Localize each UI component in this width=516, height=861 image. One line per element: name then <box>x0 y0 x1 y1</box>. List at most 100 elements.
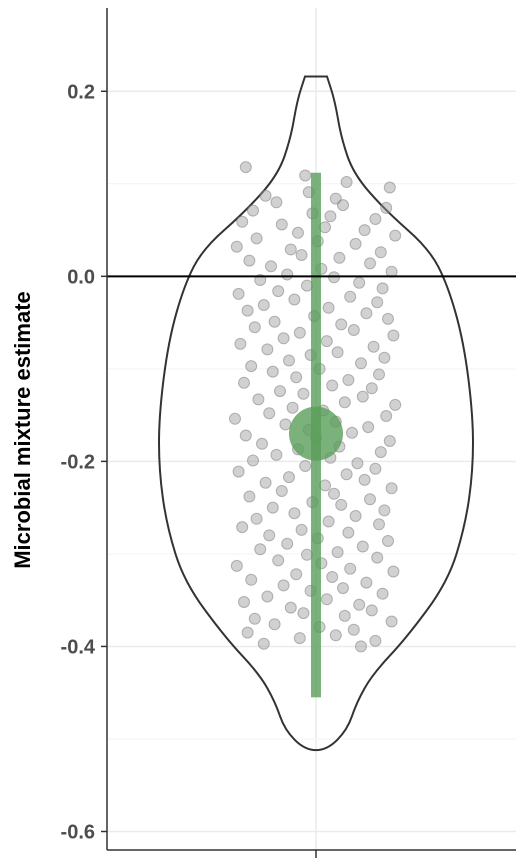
data-point <box>241 626 254 639</box>
data-point <box>301 279 313 292</box>
data-point <box>259 189 272 202</box>
data-point <box>360 576 373 589</box>
data-point <box>263 529 276 542</box>
data-point <box>288 507 301 520</box>
data-point <box>365 604 378 617</box>
data-point <box>232 465 245 478</box>
data-point <box>338 609 351 622</box>
data-point <box>265 260 277 273</box>
data-point <box>387 565 400 578</box>
data-point <box>243 490 256 503</box>
data-point <box>374 446 387 459</box>
y-tick-label: 0.2 <box>67 81 95 103</box>
data-point <box>383 435 396 447</box>
data-point <box>356 540 369 553</box>
data-point <box>236 215 249 228</box>
data-point <box>245 360 258 373</box>
data-point <box>326 379 339 392</box>
data-point <box>349 510 362 522</box>
data-point <box>337 199 349 212</box>
data-point <box>340 468 353 481</box>
violin-outline <box>157 75 475 752</box>
data-point <box>378 351 391 364</box>
data-point <box>268 618 281 631</box>
data-point <box>270 448 283 461</box>
data-point <box>281 537 294 550</box>
data-point <box>344 562 357 575</box>
data-point <box>340 176 353 188</box>
data-point <box>319 221 331 234</box>
data-point <box>229 412 241 425</box>
data-point <box>299 460 312 472</box>
data-point <box>349 237 362 250</box>
data-point <box>344 290 357 303</box>
data-point <box>238 596 250 608</box>
data-point <box>250 512 263 525</box>
data-point <box>328 487 340 500</box>
data-point <box>358 473 371 486</box>
data-point <box>331 546 344 559</box>
data-point <box>290 568 303 581</box>
data-point <box>319 479 331 492</box>
data-point <box>292 226 304 239</box>
data-point <box>272 285 285 298</box>
data-point <box>284 243 297 256</box>
data-point <box>301 548 313 561</box>
data-point <box>259 476 272 489</box>
data-point <box>254 543 267 556</box>
data-point <box>364 257 376 270</box>
y-axis: 0.2 0.0 -0.2 -0.4 -0.6 <box>61 81 107 843</box>
data-point <box>335 318 348 331</box>
data-point <box>295 523 308 536</box>
data-point <box>284 601 297 614</box>
data-point <box>347 324 360 336</box>
data-point <box>376 282 389 295</box>
data-point <box>320 335 333 348</box>
data-point <box>389 398 402 411</box>
data-point <box>331 346 344 359</box>
data-point <box>387 329 400 342</box>
data-point <box>248 612 261 625</box>
data-point <box>257 637 270 650</box>
data-point <box>380 201 393 214</box>
data-point <box>342 374 355 386</box>
data-point <box>337 582 349 595</box>
data-point <box>277 332 290 345</box>
data-point <box>263 407 276 420</box>
data-point <box>373 518 385 531</box>
data-point <box>266 365 279 378</box>
data-point <box>239 161 252 174</box>
data-point <box>234 337 247 350</box>
data-point <box>286 401 299 414</box>
data-point <box>245 573 258 586</box>
y-tick-label: -0.2 <box>61 451 95 473</box>
data-point <box>355 640 367 653</box>
data-point <box>358 224 371 237</box>
data-point <box>261 590 274 603</box>
data-point <box>373 368 385 381</box>
data-point <box>275 218 288 231</box>
data-point <box>333 251 346 264</box>
data-point <box>261 343 274 356</box>
data-point <box>248 321 261 334</box>
data-point <box>238 376 250 389</box>
data-point <box>382 312 394 325</box>
data-point <box>295 249 308 261</box>
data-point <box>250 232 263 245</box>
data-point <box>367 340 380 353</box>
data-point <box>281 268 294 281</box>
data-point <box>268 315 281 328</box>
data-point <box>277 579 290 592</box>
data-point <box>320 593 333 606</box>
data-point <box>241 304 254 317</box>
y-tick-label: -0.6 <box>61 821 95 843</box>
data-point <box>299 169 312 182</box>
data-point <box>274 385 286 398</box>
data-point <box>272 554 285 567</box>
y-tick-label: -0.4 <box>61 636 96 658</box>
data-point <box>365 382 378 395</box>
data-point <box>371 296 384 309</box>
data-point <box>290 371 303 384</box>
data-point <box>374 246 387 259</box>
